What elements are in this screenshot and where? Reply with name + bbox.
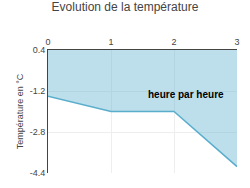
svg-text:-1.2: -1.2 [30, 86, 46, 96]
svg-text:-2.8: -2.8 [30, 127, 46, 137]
svg-text:3: 3 [234, 37, 239, 47]
svg-text:-4.4: -4.4 [30, 168, 46, 178]
svg-text:0: 0 [45, 37, 50, 47]
svg-text:2: 2 [171, 37, 176, 47]
svg-text:Evolution de la température: Evolution de la température [52, 0, 199, 14]
svg-text:Température en °C: Température en °C [15, 73, 25, 149]
svg-text:0.4: 0.4 [33, 45, 46, 55]
svg-text:1: 1 [108, 37, 113, 47]
svg-text:heure par heure: heure par heure [148, 89, 224, 100]
